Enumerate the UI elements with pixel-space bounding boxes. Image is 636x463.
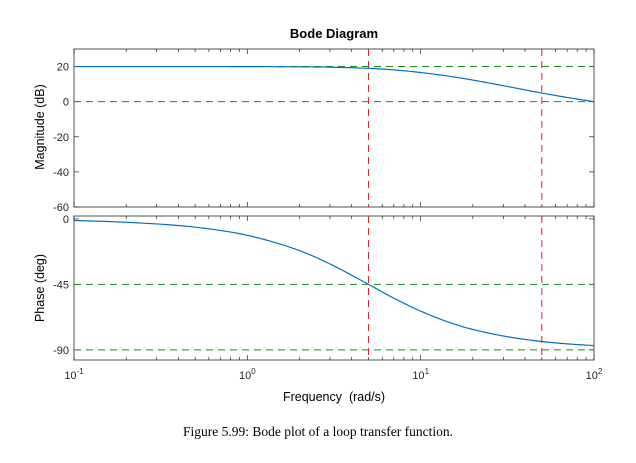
x-tick-label: 101 (412, 367, 429, 382)
x-tick-exponent: 1 (425, 367, 430, 376)
phase-ylabel: Phase (deg) (33, 254, 47, 322)
x-tick-base: 10 (412, 370, 424, 382)
x-tick-base: 10 (64, 370, 76, 382)
magnitude-response-curve (74, 65, 595, 103)
x-tick-base: 10 (586, 370, 598, 382)
magnitude-ytick-label: 20 (57, 62, 69, 74)
magnitude-ytick-label: -20 (53, 132, 69, 144)
chart-title: Bode Diagram (290, 26, 378, 41)
magnitude-panel: 20 0 -20 -40 -60 (53, 48, 595, 214)
x-tick-exponent: 0 (251, 367, 256, 376)
x-tick-exponent: 2 (598, 367, 603, 376)
phase-ytick-label: -90 (53, 345, 69, 357)
phase-ytick-label: 0 (63, 214, 69, 226)
magnitude-ylabel: Magnitude (dB) (33, 84, 47, 169)
magnitude-ytick-label: 0 (63, 97, 69, 109)
phase-response-curve (73, 219, 595, 347)
x-tick-label: 10-1 (64, 367, 84, 382)
phase-ytick-label: -45 (53, 279, 69, 291)
x-tick-label: 100 (239, 367, 256, 382)
figure-caption: Figure 5.99: Bode plot of a loop transfe… (183, 424, 453, 439)
magnitude-ytick-label: -40 (53, 167, 69, 179)
magnitude-axes-box (73, 48, 595, 208)
magnitude-ytick-label: -60 (53, 202, 69, 214)
phase-axes-box (73, 215, 595, 361)
frequency-xlabel: Frequency (rad/s) (283, 390, 385, 404)
x-tick-exponent: -1 (77, 367, 85, 376)
x-tick-label: 102 (586, 367, 603, 382)
x-tick-base: 10 (239, 370, 251, 382)
